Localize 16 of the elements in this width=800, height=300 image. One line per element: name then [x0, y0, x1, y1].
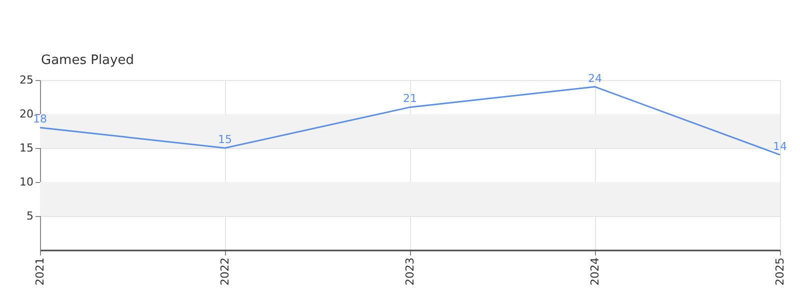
y-tick-label: 20	[20, 108, 34, 120]
data-label: 14	[773, 140, 787, 153]
x-tick-label: 2022	[218, 258, 232, 286]
x-tick-label: 2023	[404, 258, 416, 286]
y-tick-label: 25	[20, 74, 34, 86]
y-tick-label: 15	[20, 142, 34, 154]
x-tick-label: 2021	[34, 258, 46, 286]
data-label: 18	[33, 112, 47, 126]
chart-title: Games Played	[41, 52, 134, 68]
x-tick-label: 2025	[774, 258, 786, 286]
y-tick-label: 10	[20, 176, 34, 188]
data-label: 24	[588, 72, 602, 85]
data-label: 15	[218, 133, 232, 146]
y-tick-label: 5	[26, 210, 34, 222]
data-label: 21	[403, 92, 417, 106]
x-tick-label: 2024	[588, 258, 602, 286]
